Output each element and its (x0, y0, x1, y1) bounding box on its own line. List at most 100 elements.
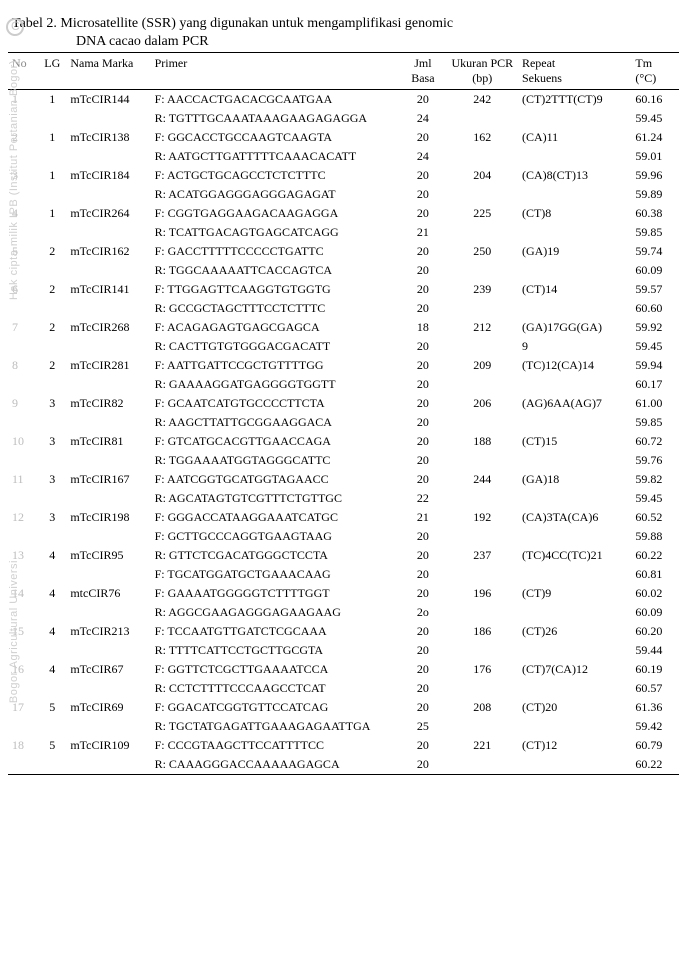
table-row: 11mTcCIR144F: AACCACTGACACGCAATGAA20242(… (8, 90, 679, 110)
table-row: 21mTcCIR138F: GGCACCTGCCAAGTCAAGTA20162(… (8, 128, 679, 147)
cell-jml-r: 20 (399, 527, 447, 546)
cell-tm-r: 59.88 (631, 527, 679, 546)
cell-repeat-r (518, 185, 631, 204)
cell-tm-f: 59.74 (631, 242, 679, 261)
cell-repeat-r (518, 147, 631, 166)
cell-tm-r: 60.57 (631, 679, 679, 698)
cell-primer-f: F: ACAGAGAGTGAGCGAGCA (151, 318, 400, 337)
cell-empty (447, 375, 518, 394)
cell-primer-r: R: TGGCAAAAATTCACCAGTCA (151, 261, 400, 280)
cell-primer-r: R: AAGCTTATTGCGGAAGGACA (151, 413, 400, 432)
cell-empty (38, 679, 66, 698)
cell-empty (8, 413, 38, 432)
cell-repeat: (CA)3TA(CA)6 (518, 508, 631, 527)
cell-empty (66, 717, 150, 736)
table-row: R: CAAAGGGACCAAAAAGAGCA2060.22 (8, 755, 679, 775)
table-row: 154mTcCIR213F: TCCAATGTTGATCTCGCAAA20186… (8, 622, 679, 641)
cell-empty (38, 717, 66, 736)
cell-ukuran: 204 (447, 166, 518, 185)
cell-repeat: (AG)6AA(AG)7 (518, 394, 631, 413)
table-caption-line2: DNA cacao dalam PCR (76, 34, 679, 50)
cell-primer-r: F: GCTTGCCCAGGTGAAGTAAG (151, 527, 400, 546)
watermark-text-1: Hak cipta milik IPB (Institut Pertanian … (8, 60, 20, 300)
cell-empty (66, 527, 150, 546)
cell-no: 11 (8, 470, 38, 489)
cell-name: mtcCIR76 (66, 584, 150, 603)
table-row: R: GCCGCTAGCTTTCCTCTTTC2060.60 (8, 299, 679, 318)
cell-jml-r: 20 (399, 413, 447, 432)
cell-repeat: (CT)9 (518, 584, 631, 603)
cell-empty (66, 375, 150, 394)
cell-name: mTcCIR141 (66, 280, 150, 299)
cell-no: 9 (8, 394, 38, 413)
cell-primer-f: F: AATTGATTCCGCTGTTTTGG (151, 356, 400, 375)
cell-jml-r: 20 (399, 299, 447, 318)
header-jml: JmlBasa (399, 53, 447, 90)
cell-lg: 4 (38, 546, 66, 565)
cell-empty (447, 717, 518, 736)
cell-jml-f: 20 (399, 356, 447, 375)
cell-primer-r: R: CAAAGGGACCAAAAAGAGCA (151, 755, 400, 775)
cell-jml-f: 20 (399, 242, 447, 261)
cell-empty (66, 185, 150, 204)
cell-empty (66, 261, 150, 280)
cell-repeat-r: 9 (518, 337, 631, 356)
cell-lg: 3 (38, 508, 66, 527)
cell-ukuran: 244 (447, 470, 518, 489)
table-row: R: TGCTATGAGATTGAAAGAGAATTGA2559.42 (8, 717, 679, 736)
cell-empty (8, 299, 38, 318)
cell-ukuran: 209 (447, 356, 518, 375)
cell-lg: 4 (38, 660, 66, 679)
cell-primer-f: F: AATCGGTGCATGGTAGAACC (151, 470, 400, 489)
cell-primer-f: F: GTCATGCACGTTGAACCAGA (151, 432, 400, 451)
cell-repeat: (TC)4CC(TC)21 (518, 546, 631, 565)
cell-primer-r: R: AGGCGAAGAGGGAGAAGAAG (151, 603, 400, 622)
cell-empty (8, 527, 38, 546)
header-nama: Nama Marka (66, 53, 150, 90)
cell-jml-f: 20 (399, 166, 447, 185)
cell-name: mTcCIR95 (66, 546, 150, 565)
table-row: 41mTcCIR264F: CGGTGAGGAAGACAAGAGGA20225(… (8, 204, 679, 223)
table-row: 123mTcCIR198F: GGGACCATAAGGAAATCATGC2119… (8, 508, 679, 527)
cell-empty (447, 413, 518, 432)
cell-jml-f: 20 (399, 584, 447, 603)
table-row: 113mTcCIR167F: AATCGGTGCATGGTAGAACC20244… (8, 470, 679, 489)
cell-lg: 1 (38, 166, 66, 185)
cell-ukuran: 162 (447, 128, 518, 147)
cell-jml-r: 20 (399, 337, 447, 356)
table-row: R: AAGCTTATTGCGGAAGGACA2059.85 (8, 413, 679, 432)
cell-tm-r: 60.09 (631, 603, 679, 622)
cell-tm-f: 61.36 (631, 698, 679, 717)
cell-jml-r: 25 (399, 717, 447, 736)
cell-primer-r: R: TCATTGACAGTGAGCATCAGG (151, 223, 400, 242)
cell-primer-f: R: GTTCTCGACATGGGCTCCTA (151, 546, 400, 565)
cell-empty (8, 375, 38, 394)
cell-jml-f: 20 (399, 736, 447, 755)
cell-empty (447, 451, 518, 470)
cell-empty (66, 755, 150, 775)
cell-tm-f: 59.82 (631, 470, 679, 489)
table-row: R: AATGCTTGATTTTTCAAACACATT2459.01 (8, 147, 679, 166)
cell-name: mTcCIR82 (66, 394, 150, 413)
cell-tm-f: 60.02 (631, 584, 679, 603)
cell-empty (447, 337, 518, 356)
cell-tm-r: 60.22 (631, 755, 679, 775)
cell-empty (447, 109, 518, 128)
cell-empty (66, 337, 150, 356)
cell-jml-f: 20 (399, 432, 447, 451)
cell-tm-r: 59.45 (631, 337, 679, 356)
table-row: 164mTcCIR67F: GGTTCTCGCTTGAAAATCCA20176(… (8, 660, 679, 679)
table-row: 82mTcCIR281F: AATTGATTCCGCTGTTTTGG20209(… (8, 356, 679, 375)
cell-jml-r: 2o (399, 603, 447, 622)
cell-name: mTcCIR268 (66, 318, 150, 337)
cell-primer-r: R: TGGAAAATGGTAGGGCATTC (151, 451, 400, 470)
cell-jml-f: 20 (399, 204, 447, 223)
cell-tm-f: 60.38 (631, 204, 679, 223)
cell-name: mTcCIR162 (66, 242, 150, 261)
cell-ukuran: 212 (447, 318, 518, 337)
cell-repeat: (TC)12(CA)14 (518, 356, 631, 375)
cell-primer-r: R: AATGCTTGATTTTTCAAACACATT (151, 147, 400, 166)
cell-name: mTcCIR69 (66, 698, 150, 717)
table-row: R: TGTTTGCAAATAAAGAAGAGAGGA2459.45 (8, 109, 679, 128)
cell-tm-f: 59.92 (631, 318, 679, 337)
